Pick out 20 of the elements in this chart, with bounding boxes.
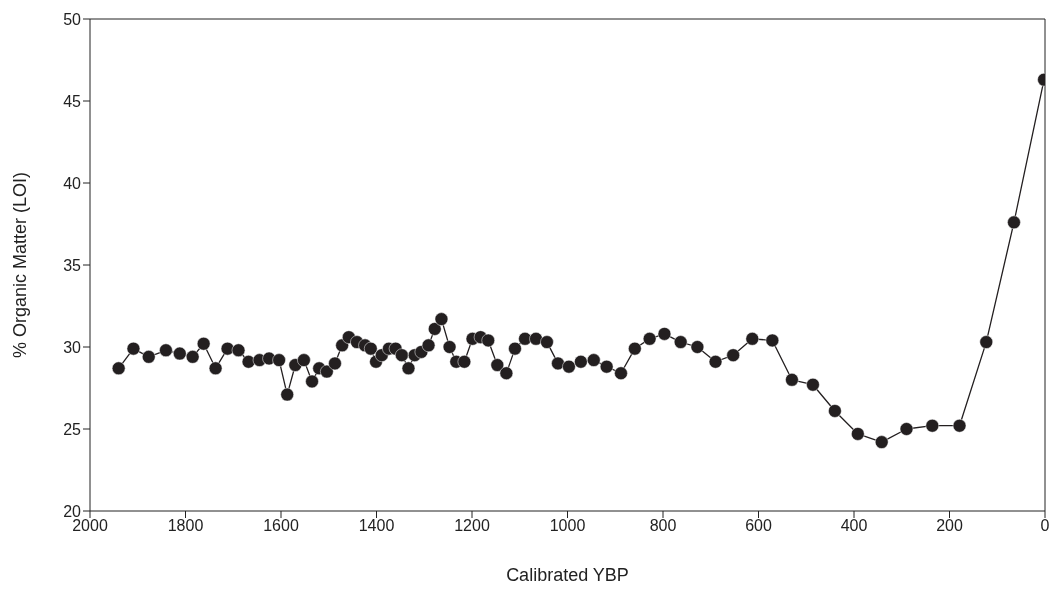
- y-axis-title: % Organic Matter (LOI): [10, 171, 31, 359]
- x-tick-label: 1200: [454, 517, 490, 535]
- x-axis-title: Calibrated YBP: [506, 565, 629, 585]
- x-tick-label: 200: [936, 517, 963, 535]
- x-tick-label: 1600: [263, 517, 299, 535]
- y-tick-label: 30: [63, 338, 82, 356]
- x-tick-label: 1000: [549, 517, 586, 535]
- x-tick-label: 400: [840, 517, 868, 535]
- x-tick-label: 2000: [72, 517, 108, 535]
- x-tick-label: 600: [745, 517, 772, 535]
- y-tick-label: 45: [63, 92, 82, 110]
- y-tick-label: 50: [63, 10, 82, 28]
- y-tick-label: 40: [63, 174, 82, 192]
- x-tick-label: 1400: [358, 517, 395, 535]
- y-tick-label: 35: [63, 256, 82, 274]
- x-tick-label: 800: [649, 517, 677, 535]
- x-tick-label: 0: [1040, 517, 1050, 535]
- x-tick-label: 1800: [167, 517, 204, 535]
- y-tick-label: 25: [63, 420, 82, 438]
- y-tick-label: 20: [63, 502, 82, 520]
